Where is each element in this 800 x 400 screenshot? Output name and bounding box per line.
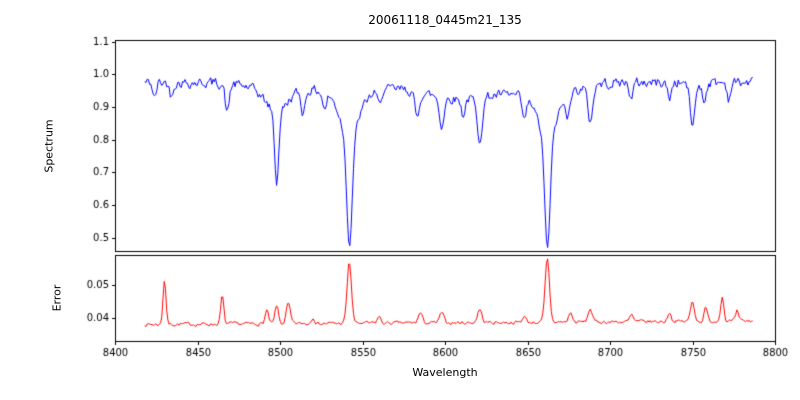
wavelength-axis-label: Wavelength (412, 366, 478, 379)
error-axis-label: Error (50, 284, 64, 312)
plot-title: 20061118_0445m21_135 (368, 13, 522, 27)
spectrum-axis-label: Spectrum (42, 119, 56, 173)
